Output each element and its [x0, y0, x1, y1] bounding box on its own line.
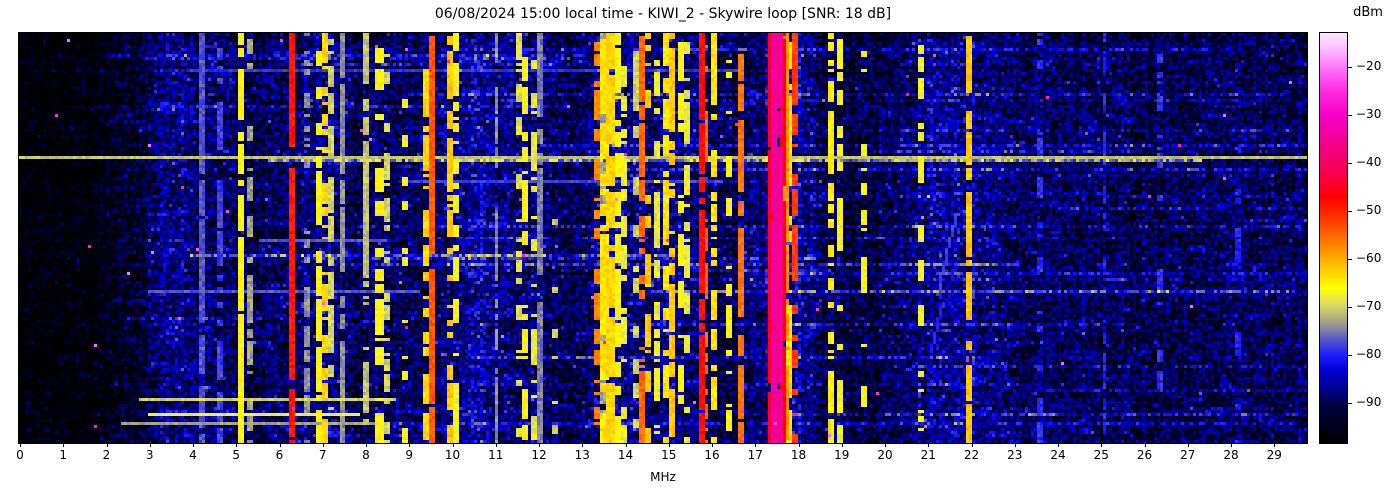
x-tick-label: 11 — [488, 448, 504, 462]
chart-title: 06/08/2024 15:00 local time - KIWI_2 - S… — [434, 6, 892, 22]
colorbar-tick-label: −90 — [1356, 395, 1382, 410]
colorbar-tick-label: −50 — [1356, 203, 1382, 218]
colorbar-tick-mark — [1348, 355, 1352, 357]
x-tick-label: 7 — [318, 448, 327, 462]
x-tick-mark — [366, 443, 367, 447]
x-tick-label: 4 — [189, 448, 197, 462]
x-tick-mark — [106, 443, 108, 447]
x-tick-label: 15 — [661, 448, 677, 462]
x-tick-mark — [149, 443, 151, 447]
x-tick-label: 26 — [1136, 448, 1153, 462]
x-tick-label: 3 — [145, 448, 154, 462]
x-tick-mark — [1187, 443, 1189, 447]
colorbar-tick-mark — [1348, 211, 1352, 213]
colorbar-tick-mark — [1348, 115, 1352, 117]
x-tick-mark — [1014, 443, 1016, 447]
x-tick-label: 1 — [59, 448, 68, 462]
colorbar — [1319, 32, 1348, 444]
x-tick-label: 2 — [102, 448, 111, 462]
x-tick-mark — [63, 443, 65, 447]
colorbar-tick-label: −20 — [1356, 59, 1382, 74]
x-tick-label: 22 — [963, 448, 980, 462]
x-tick-mark — [755, 443, 757, 447]
x-tick-label: 13 — [574, 448, 590, 462]
x-tick-label: 10 — [444, 448, 461, 462]
x-tick-mark — [279, 443, 281, 447]
x-tick-label: 5 — [232, 448, 241, 462]
colorbar-tick-label: −40 — [1356, 155, 1382, 170]
x-tick-mark — [841, 443, 843, 447]
x-tick-mark — [712, 443, 713, 447]
x-tick-mark — [625, 443, 627, 447]
x-tick-label: 19 — [834, 448, 850, 462]
x-tick-label: 14 — [617, 448, 634, 462]
x-tick-label: 8 — [362, 448, 370, 462]
x-tick-mark — [409, 443, 411, 447]
colorbar-tick-label: −80 — [1356, 347, 1382, 362]
colorbar-tick-mark — [1348, 403, 1352, 405]
x-tick-label: 20 — [877, 448, 893, 462]
x-tick-mark — [539, 443, 540, 447]
colorbar-tick-mark — [1348, 259, 1352, 261]
x-tick-mark — [1274, 443, 1276, 447]
x-tick-label: 17 — [747, 448, 763, 462]
waterfall-plot-area — [18, 32, 1308, 444]
x-tick-label: 24 — [1050, 448, 1066, 462]
colorbar-tick-label: −60 — [1356, 251, 1382, 266]
x-tick-mark — [582, 443, 584, 447]
x-tick-mark — [1058, 443, 1059, 447]
x-tick-mark — [193, 443, 194, 447]
x-tick-mark — [1144, 443, 1146, 447]
x-tick-mark — [20, 443, 21, 447]
x-tick-mark — [495, 443, 497, 447]
colorbar-tick-label: −30 — [1356, 107, 1382, 122]
x-tick-label: 28 — [1223, 448, 1239, 462]
x-tick-mark — [1231, 443, 1232, 447]
x-tick-label: 23 — [1007, 448, 1023, 462]
colorbar-tick-mark — [1348, 163, 1352, 165]
waterfall-heatmap-canvas — [19, 33, 1307, 443]
x-tick-label: 18 — [790, 448, 807, 462]
x-tick-mark — [885, 443, 886, 447]
x-tick-label: 27 — [1180, 448, 1196, 462]
x-axis-label: MHz — [650, 470, 676, 484]
x-tick-mark — [236, 443, 238, 447]
x-tick-mark — [798, 443, 800, 447]
colorbar-tick-label: −70 — [1356, 299, 1382, 314]
colorbar-tick-mark — [1348, 67, 1352, 69]
x-tick-label: 9 — [405, 448, 414, 462]
x-tick-label: 12 — [531, 448, 547, 462]
x-tick-label: 6 — [275, 448, 284, 462]
x-tick-label: 25 — [1093, 448, 1109, 462]
x-tick-mark — [1101, 443, 1103, 447]
colorbar-tick-mark — [1348, 307, 1352, 309]
x-tick-mark — [322, 443, 324, 447]
x-tick-mark — [668, 443, 670, 447]
x-tick-label: 16 — [704, 448, 720, 462]
x-tick-label: 21 — [920, 448, 936, 462]
colorbar-unit-label: dBm — [1353, 5, 1383, 20]
x-tick-label: 0 — [16, 448, 24, 462]
x-tick-label: 29 — [1266, 448, 1282, 462]
x-tick-mark — [928, 443, 930, 447]
x-tick-mark — [971, 443, 973, 447]
x-tick-mark — [452, 443, 454, 447]
